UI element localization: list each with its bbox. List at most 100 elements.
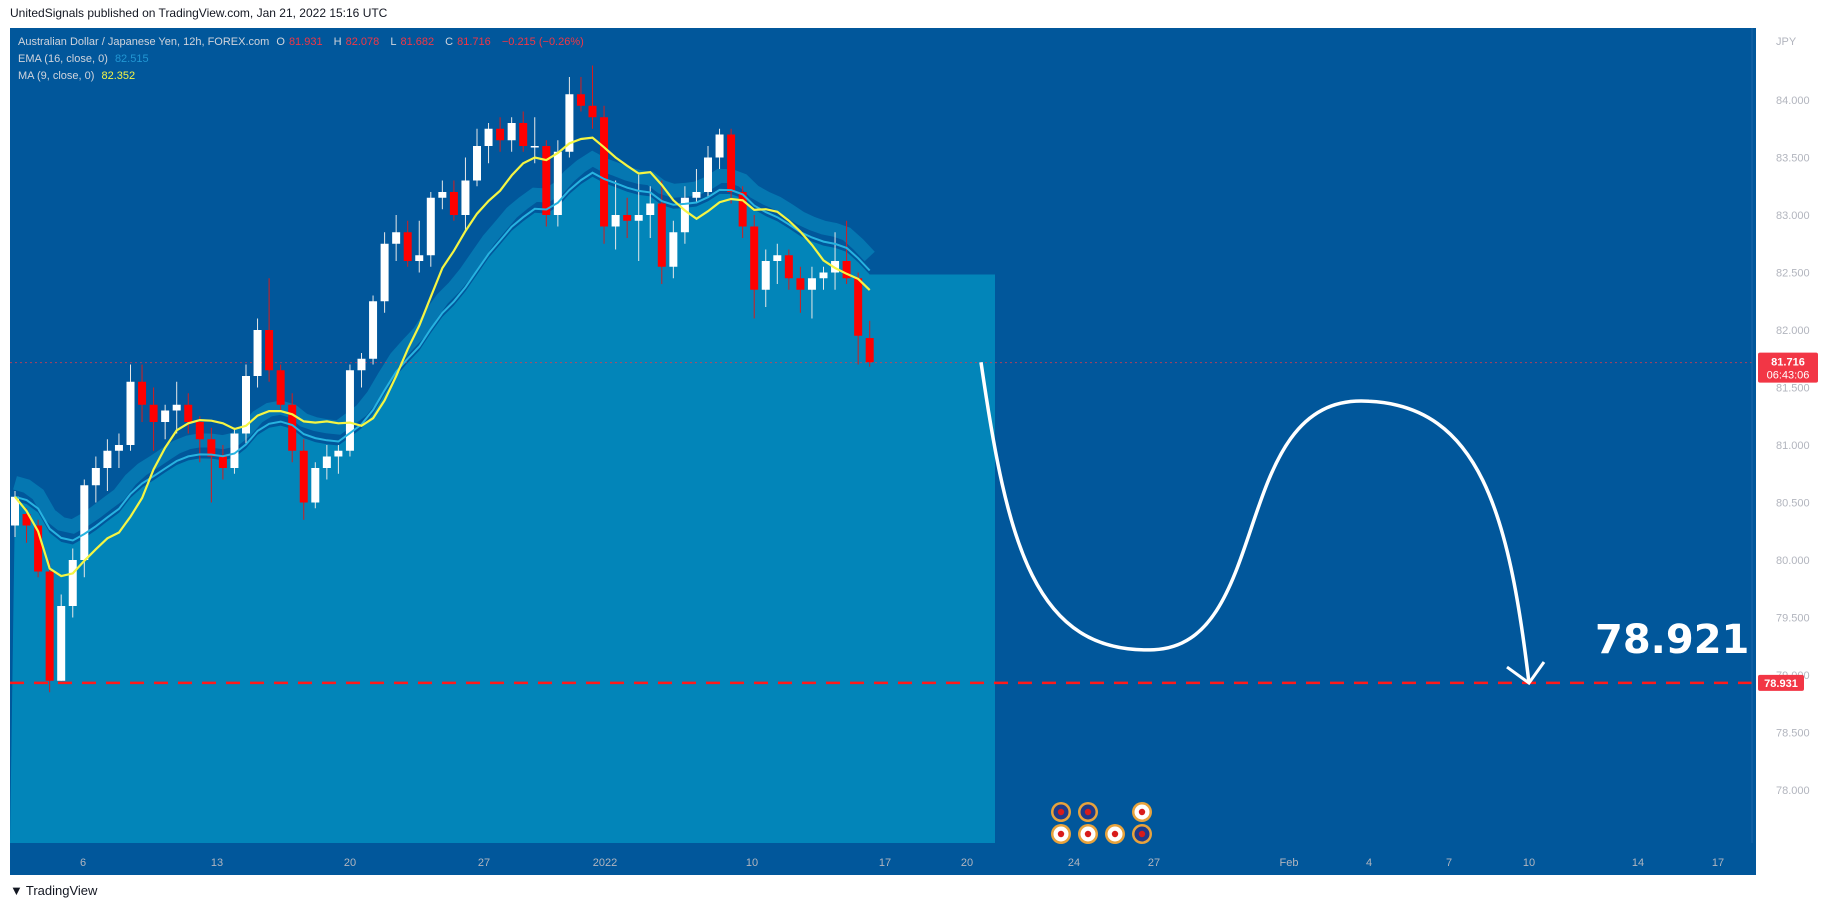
annotation-layer: 78.921 — [979, 361, 1749, 844]
event-au-flag-icon — [1132, 824, 1152, 844]
candle-body — [773, 255, 782, 261]
candle — [103, 439, 112, 491]
candle — [45, 560, 54, 693]
candle-body — [161, 410, 170, 422]
candle — [380, 232, 389, 313]
candle — [184, 393, 193, 434]
candle-body — [600, 117, 609, 227]
published-line: UnitedSignals published on TradingView.c… — [10, 6, 388, 20]
x-tick-label: 7 — [1446, 857, 1452, 869]
candle-body — [242, 376, 250, 434]
legend-ema-row[interactable]: EMA (16, close, 0) 82.515 — [18, 51, 588, 68]
candle — [542, 140, 551, 227]
candle — [345, 364, 354, 457]
legend-ema-value: 82.515 — [114, 53, 149, 65]
y-tick-label: 82.500 — [1776, 268, 1810, 280]
event-jp-flag-icon — [1078, 824, 1098, 844]
candle — [161, 404, 170, 440]
candle-body — [34, 525, 43, 572]
candle — [299, 439, 308, 520]
candle-body — [519, 123, 528, 146]
candle-body — [45, 571, 54, 681]
candle-body — [761, 261, 770, 290]
candle — [576, 77, 585, 112]
legend-o-value: 81.931 — [288, 36, 323, 48]
candle-body — [438, 192, 447, 198]
event-jp-flag-icon — [1132, 802, 1152, 822]
candle — [473, 128, 481, 187]
candle — [530, 117, 539, 164]
candle-body — [392, 232, 401, 244]
event-au-flag-icon — [1051, 802, 1071, 822]
candle-body — [715, 134, 724, 158]
event-flag-dot — [1057, 830, 1065, 838]
candle — [253, 318, 262, 388]
candle — [727, 128, 736, 204]
axis-layer: 84.000 83.500 83.000 82.500 82.000 81.500 81.0… — [80, 28, 1818, 869]
legend-ma-label: MA (9, close, 0) — [18, 70, 95, 82]
candle-body — [496, 128, 505, 141]
candle-body — [623, 215, 632, 221]
candle — [22, 508, 31, 543]
candle-body — [657, 203, 666, 267]
candle — [334, 445, 343, 474]
x-tick-label: 14 — [1632, 857, 1644, 869]
candle — [369, 295, 378, 365]
candle — [426, 192, 435, 267]
last-price-label: 81.716 — [1771, 357, 1805, 369]
event-flag-dot — [1084, 808, 1092, 816]
tradingview-logo[interactable]: ▼ TradingView — [10, 883, 97, 898]
candle-body — [461, 180, 470, 215]
candle — [704, 146, 712, 198]
candle-body — [299, 450, 308, 503]
candle-body — [507, 123, 516, 141]
candle — [600, 105, 609, 244]
candle-body — [184, 404, 193, 422]
candle-body — [634, 215, 643, 221]
candle-body — [530, 146, 539, 148]
x-tick-label: 10 — [746, 857, 758, 869]
legend-h-value: 82.078 — [345, 36, 380, 48]
candle — [230, 427, 239, 474]
candle — [588, 65, 597, 129]
candle — [761, 249, 770, 307]
candle-body — [750, 226, 759, 290]
candle-body — [415, 255, 424, 261]
candle-body — [138, 381, 147, 405]
y-tick-label: 81.500 — [1776, 383, 1810, 395]
candle — [242, 364, 250, 445]
legend-change: −0.215 (−0.26%) — [501, 36, 584, 48]
x-tick-label: 13 — [211, 857, 223, 869]
candle-body — [253, 330, 262, 376]
candle-body — [230, 433, 239, 468]
candle — [276, 364, 285, 411]
candle-body — [819, 272, 828, 279]
tradingview-logo-text: TradingView — [25, 883, 98, 898]
candle — [553, 140, 562, 227]
x-tick-label: 27 — [478, 857, 490, 869]
candle — [519, 111, 528, 152]
candle — [484, 123, 493, 164]
x-tick-label: 2022 — [593, 857, 617, 869]
candle — [392, 215, 401, 261]
candle — [819, 266, 828, 290]
last-price-badge — [1758, 352, 1818, 383]
y-tick-label: 78.000 — [1776, 785, 1810, 797]
candle — [784, 249, 793, 290]
candle-body — [738, 192, 747, 227]
candle — [91, 456, 100, 503]
candle-body — [865, 338, 874, 363]
candle — [357, 353, 366, 388]
event-jp-flag-icon — [1051, 824, 1071, 844]
candle — [657, 180, 666, 284]
candle-body — [369, 301, 378, 359]
event-jp-flag-icon — [1105, 824, 1125, 844]
legend-l-value: 81.682 — [400, 36, 435, 48]
candle-body — [218, 456, 227, 468]
legend-ma-row[interactable]: MA (9, close, 0) 82.352 — [18, 68, 588, 85]
target-annotation: 78.921 — [1595, 617, 1749, 663]
candle — [854, 272, 863, 365]
candle — [265, 278, 274, 382]
candle — [611, 180, 620, 250]
